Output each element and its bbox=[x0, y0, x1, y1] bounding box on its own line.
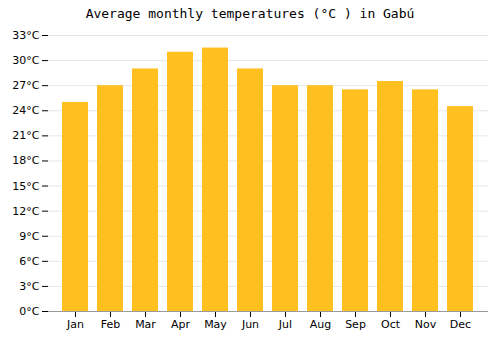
svg-text:15°C: 15°C bbox=[12, 180, 39, 193]
svg-text:0°C: 0°C bbox=[19, 305, 39, 318]
svg-text:9°C: 9°C bbox=[19, 230, 39, 243]
svg-text:33°C: 33°C bbox=[12, 29, 39, 42]
svg-text:Feb: Feb bbox=[101, 318, 120, 331]
svg-text:May: May bbox=[204, 318, 227, 331]
svg-text:3°C: 3°C bbox=[19, 280, 39, 293]
svg-text:Apr: Apr bbox=[171, 318, 191, 331]
svg-text:Jun: Jun bbox=[241, 318, 259, 331]
svg-text:Sep: Sep bbox=[345, 318, 366, 331]
svg-text:24°C: 24°C bbox=[12, 104, 39, 117]
svg-text:Mar: Mar bbox=[135, 318, 156, 331]
svg-text:6°C: 6°C bbox=[19, 255, 39, 268]
svg-text:Oct: Oct bbox=[381, 318, 401, 331]
svg-text:27°C: 27°C bbox=[12, 79, 39, 92]
svg-text:12°C: 12°C bbox=[12, 205, 39, 218]
svg-text:Aug: Aug bbox=[310, 318, 331, 331]
html-text:Average monthly temperatures (: Average monthly temperatures (°C ) in Ga… bbox=[85, 6, 415, 21]
svg-text:Dec: Dec bbox=[450, 318, 471, 331]
svg-text:30°C: 30°C bbox=[12, 54, 39, 67]
svg-text:Jul: Jul bbox=[278, 318, 292, 331]
svg-text:Jan: Jan bbox=[66, 318, 84, 331]
svg-text:18°C: 18°C bbox=[12, 154, 39, 167]
svg-text:Nov: Nov bbox=[415, 318, 437, 331]
svg-text:21°C: 21°C bbox=[12, 129, 39, 142]
